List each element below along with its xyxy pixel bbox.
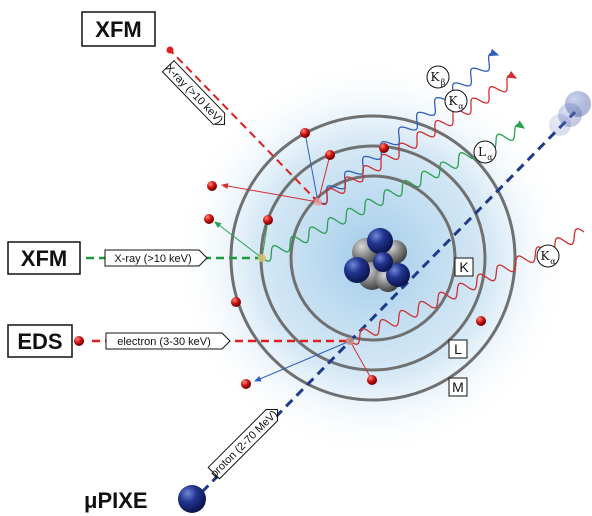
proton [367, 228, 393, 254]
electron [300, 128, 310, 138]
outgoing-proton [549, 91, 591, 136]
xfm-left-label: XFM [21, 246, 67, 271]
electron [325, 150, 335, 160]
transition-line-2 [317, 154, 331, 203]
l-alpha-sub: α [487, 153, 493, 162]
ejected-arrow-top [221, 183, 319, 203]
proton-beam-line [200, 110, 577, 494]
k-beta-wave [317, 48, 500, 205]
proton-tag-text: proton (2-70 MeV) [208, 408, 280, 480]
transition-line-4 [349, 340, 373, 381]
l-alpha-letter: L [478, 145, 486, 159]
xray-top-tag: X-ray (>10 keV) [161, 59, 226, 126]
m-shell-label: M [452, 379, 464, 395]
k-shell-label: K [459, 259, 469, 275]
electron-ejected [207, 181, 217, 191]
vacancy-top [314, 198, 322, 206]
xfm-top-beam-line [167, 47, 319, 203]
ejected-arrow-bottom [254, 340, 351, 382]
k-beta-sub: β [441, 78, 446, 87]
k-alpha-top-letter: K [449, 94, 459, 108]
vacancy-bottom [346, 337, 354, 345]
eds-label: EDS [17, 329, 62, 354]
proton [386, 263, 410, 287]
m-shell-label-box: M [448, 377, 468, 397]
k-shell-label-box: K [454, 257, 474, 277]
electron [476, 316, 486, 326]
xray-left-tag: X-ray (>10 keV) [104, 249, 208, 267]
nucleus [344, 228, 410, 292]
proton-tag: proton (2-70 MeV) [207, 408, 280, 480]
upixe-label: μPIXE [84, 488, 148, 513]
transition-line-1 [304, 132, 319, 203]
xfm-top-beam-dot [166, 46, 174, 54]
k-alpha-top-wave [317, 70, 518, 206]
electron [367, 375, 377, 385]
k-alpha-right-letter: K [541, 249, 551, 263]
xfm-left-box: XFM [7, 241, 81, 275]
xfm-top-label: XFM [95, 17, 141, 42]
l-shell-label: L [454, 341, 462, 357]
xfm-top-box: XFM [81, 11, 156, 47]
electron [263, 215, 273, 225]
electron-tag: electron (3-30 keV) [105, 332, 231, 350]
electrons [204, 128, 486, 389]
electron [379, 143, 389, 153]
l-alpha-label: L α [473, 140, 497, 164]
proton [344, 257, 370, 283]
vacancy-left [258, 254, 266, 262]
transition-line-3 [261, 219, 269, 259]
electron-tag-text: electron (3-30 keV) [117, 336, 211, 348]
xray-top-tag-text: X-ray (>10 keV) [163, 62, 225, 126]
eds-box: EDS [7, 324, 73, 358]
proton-trail [565, 91, 591, 117]
proton [373, 252, 393, 272]
k-beta-label: K β [426, 65, 450, 89]
k-alpha-right-label: K α [536, 244, 560, 268]
l-shell-label-box: L [448, 339, 468, 359]
k-beta-letter: K [431, 70, 441, 84]
k-alpha-right-sub: α [550, 257, 556, 266]
k-alpha-top-label: K α [444, 89, 468, 113]
electron-ejected [204, 214, 214, 224]
electron-ejected [241, 379, 251, 389]
proton-projectile [178, 485, 206, 513]
xray-left-tag-text: X-ray (>10 keV) [114, 253, 191, 265]
ejected-arrow-left [214, 221, 263, 259]
eds-beam-dot [74, 336, 84, 346]
electron [231, 297, 241, 307]
k-alpha-top-sub: α [458, 102, 464, 111]
